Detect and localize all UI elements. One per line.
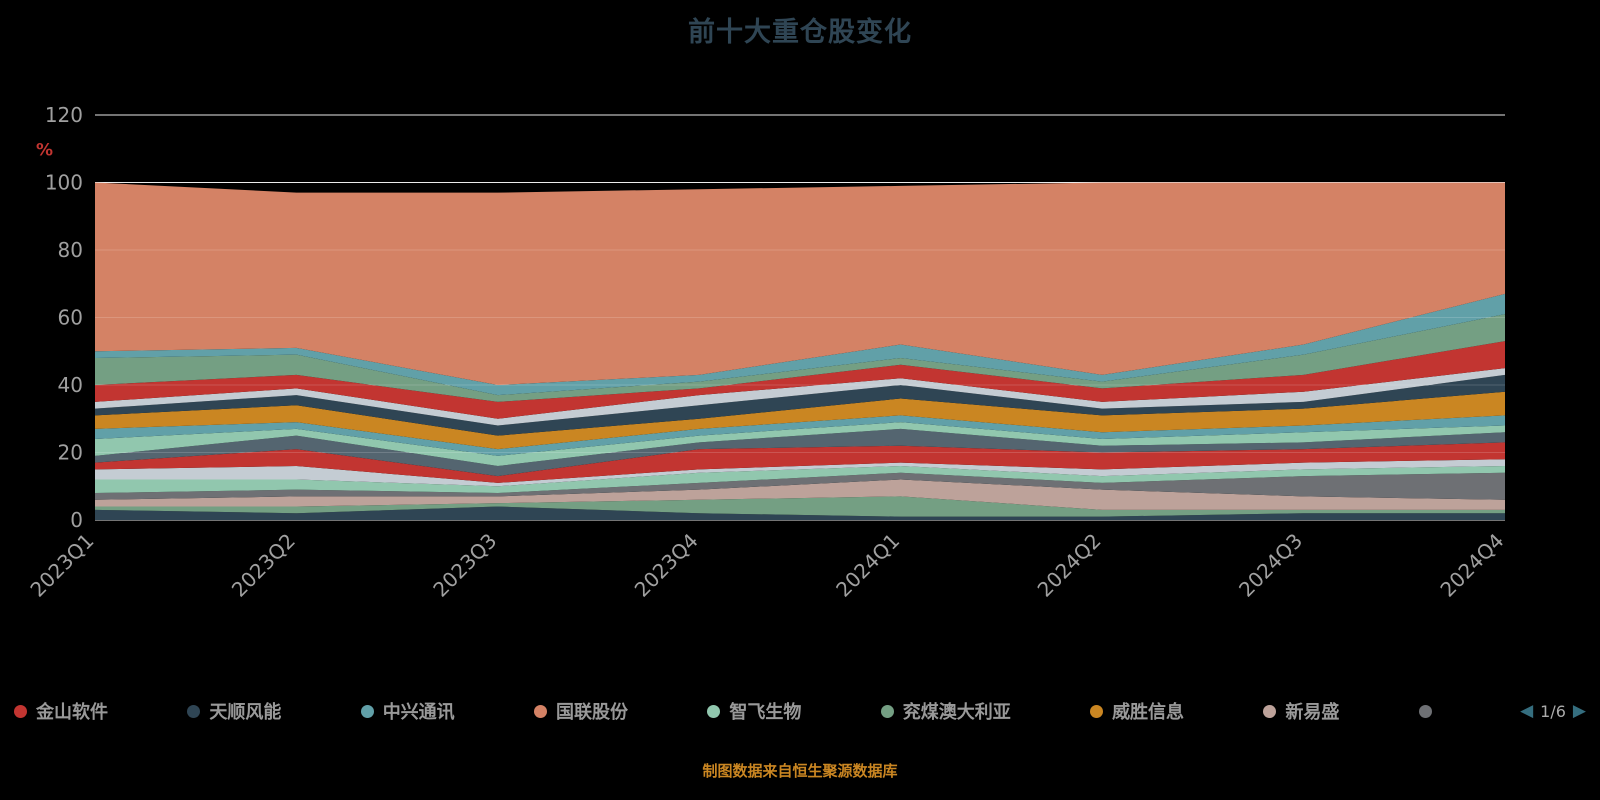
x-tick-label: 2024Q3 — [1234, 529, 1307, 602]
legend-item-5[interactable]: 智飞生物 — [707, 698, 801, 724]
legend-marker-icon — [14, 704, 27, 718]
legend-label: 新易盛 — [1285, 702, 1340, 723]
area-band-15 — [95, 314, 1505, 402]
legend: 金山软件 天顺风能 中兴通讯 国联股份 智飞生物 兖煤澳大利亚 威胜信息 新易盛 ◀ 1/6 ▶ — [0, 698, 1600, 724]
area-band-14 — [95, 341, 1505, 419]
chart-source-caption: 制图数据来自恒生聚源数据库 — [702, 762, 898, 780]
legend-item-3[interactable]: 中兴通讯 — [360, 698, 455, 724]
y-tick-label: 0 — [70, 508, 83, 532]
legend-marker-icon — [360, 704, 374, 718]
area-band-16 — [95, 293, 1505, 396]
legend-item-4[interactable]: 国联股份 — [534, 698, 628, 724]
legend-marker-icon — [534, 704, 548, 718]
legend-label: 智飞生物 — [729, 702, 802, 723]
legend-marker-icon — [880, 704, 894, 718]
legend-label: 金山软件 — [36, 702, 108, 723]
area-band-9 — [95, 422, 1505, 466]
area-band-17 — [95, 182, 1505, 385]
y-tick-label: 100 — [45, 171, 83, 195]
y-tick-label: 20 — [58, 441, 83, 465]
y-tick-label: 80 — [58, 238, 83, 262]
area-band-6 — [95, 459, 1505, 487]
area-band-3 — [95, 479, 1505, 510]
area-band-7 — [95, 442, 1505, 483]
y-tick-label: 40 — [58, 373, 83, 397]
legend-marker-icon — [1090, 704, 1104, 718]
area-band-2 — [95, 496, 1505, 517]
legend-marker-icon — [707, 704, 721, 718]
x-tick-label: 2024Q2 — [1033, 529, 1106, 602]
area-band-4 — [95, 472, 1505, 500]
legend-item-6[interactable]: 兖煤澳大利亚 — [880, 698, 1011, 724]
legend-marker-icon — [1263, 704, 1277, 718]
chart-svg[interactable]: 0 20 40 60 80 100 120% 2023Q1 2023Q2 2023Q3 2023Q4… — [0, 58, 1600, 678]
legend-label: 中兴通讯 — [382, 702, 455, 723]
legend-pager: ◀ 1/6 ▶ — [1520, 702, 1586, 721]
y-tick-label: 120 — [45, 103, 83, 127]
x-tick-label: 2023Q3 — [428, 529, 501, 602]
area-band-1 — [95, 506, 1505, 520]
x-tick-label: 2023Q2 — [227, 529, 300, 602]
y-tick-label: 60 — [58, 306, 83, 330]
area-band-10 — [95, 415, 1505, 456]
area-band-12 — [95, 374, 1505, 436]
x-tick-label: 2024Q1 — [831, 529, 904, 602]
y-axis-unit-label: % — [36, 141, 53, 161]
grid-overlay — [95, 182, 1505, 453]
legend-item-8[interactable]: 新易盛 — [1263, 698, 1339, 724]
pager-prev-icon[interactable]: ◀ — [1520, 700, 1534, 721]
x-axis-labels: 2023Q1 2023Q2 2023Q3 2023Q4 2024Q1 2024Q2 2024… — [25, 529, 1508, 602]
x-tick-label: 2024Q4 — [1435, 529, 1508, 602]
legend-marker-icon — [1418, 704, 1432, 718]
area-series — [95, 182, 1505, 520]
x-tick-label: 2023Q1 — [25, 529, 98, 602]
legend-item-1[interactable]: 金山软件 — [14, 698, 108, 724]
pager-next-icon[interactable]: ▶ — [1572, 700, 1586, 721]
x-tick-label: 2023Q4 — [630, 529, 703, 602]
area-band-5 — [95, 466, 1505, 493]
area-band-11 — [95, 391, 1505, 450]
legend-label: 威胜信息 — [1112, 702, 1185, 723]
legend-item-2[interactable]: 天顺风能 — [187, 698, 281, 724]
legend-label: 天顺风能 — [209, 702, 282, 723]
legend-label: 兖煤澳大利亚 — [902, 702, 1011, 723]
area-band-8 — [95, 428, 1505, 477]
y-axis-labels: 0 20 40 60 80 100 120 — [45, 103, 83, 532]
legend-item-7[interactable]: 威胜信息 — [1090, 698, 1184, 724]
pager-page-indicator: 1/6 — [1540, 701, 1566, 721]
legend-item-9[interactable] — [1418, 704, 1441, 718]
chart-title: 前十大重仓股变化 — [688, 17, 912, 48]
legend-label: 国联股份 — [556, 702, 629, 723]
legend-marker-icon — [187, 704, 201, 718]
